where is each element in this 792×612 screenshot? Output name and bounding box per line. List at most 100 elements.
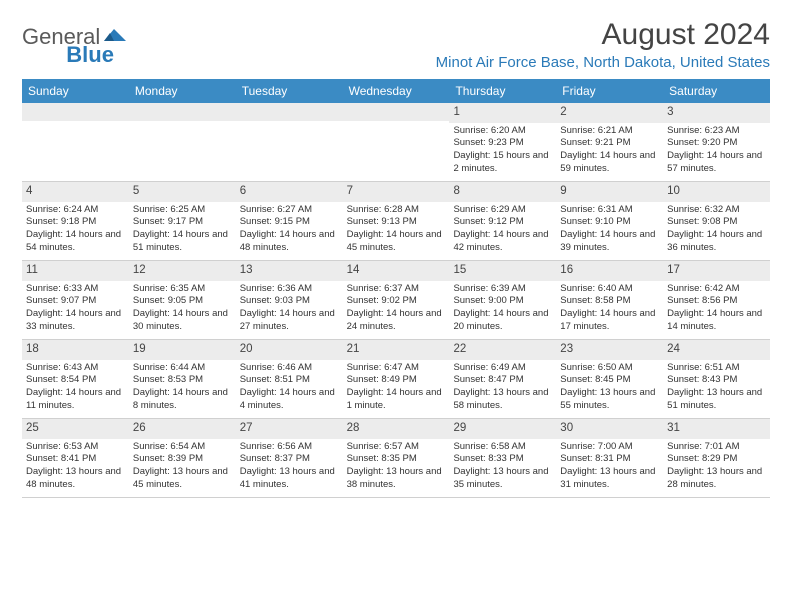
day-cell: 26Sunrise: 6:54 AMSunset: 8:39 PMDayligh… — [129, 419, 236, 497]
week-row: 1Sunrise: 6:20 AMSunset: 9:23 PMDaylight… — [22, 103, 770, 182]
day-number: 15 — [449, 261, 556, 281]
logo: General Blue — [22, 18, 178, 50]
sunset-text: Sunset: 8:43 PM — [667, 374, 766, 387]
day-details: Sunrise: 6:20 AMSunset: 9:23 PMDaylight:… — [449, 123, 556, 180]
day-details — [129, 121, 236, 181]
day-cell: 13Sunrise: 6:36 AMSunset: 9:03 PMDayligh… — [236, 261, 343, 339]
day-cell: 18Sunrise: 6:43 AMSunset: 8:54 PMDayligh… — [22, 340, 129, 418]
week-row: 11Sunrise: 6:33 AMSunset: 9:07 PMDayligh… — [22, 261, 770, 340]
day-number: 23 — [556, 340, 663, 360]
day-number: 4 — [22, 182, 129, 202]
day-details: Sunrise: 6:51 AMSunset: 8:43 PMDaylight:… — [663, 360, 770, 417]
sunset-text: Sunset: 8:31 PM — [560, 453, 659, 466]
sunrise-text: Sunrise: 6:40 AM — [560, 283, 659, 296]
sunset-text: Sunset: 9:07 PM — [26, 295, 125, 308]
sunrise-text: Sunrise: 6:23 AM — [667, 125, 766, 138]
day-details: Sunrise: 6:23 AMSunset: 9:20 PMDaylight:… — [663, 123, 770, 180]
day-cell: 31Sunrise: 7:01 AMSunset: 8:29 PMDayligh… — [663, 419, 770, 497]
day-cell: 28Sunrise: 6:57 AMSunset: 8:35 PMDayligh… — [343, 419, 450, 497]
day-cell: 1Sunrise: 6:20 AMSunset: 9:23 PMDaylight… — [449, 103, 556, 181]
sunset-text: Sunset: 8:33 PM — [453, 453, 552, 466]
day-details: Sunrise: 6:49 AMSunset: 8:47 PMDaylight:… — [449, 360, 556, 417]
sunset-text: Sunset: 8:29 PM — [667, 453, 766, 466]
sunrise-text: Sunrise: 6:20 AM — [453, 125, 552, 138]
sunset-text: Sunset: 9:03 PM — [240, 295, 339, 308]
daylight-text: Daylight: 14 hours and 24 minutes. — [347, 308, 446, 334]
sunrise-text: Sunrise: 6:42 AM — [667, 283, 766, 296]
sunset-text: Sunset: 8:45 PM — [560, 374, 659, 387]
day-cell: 9Sunrise: 6:31 AMSunset: 9:10 PMDaylight… — [556, 182, 663, 260]
sunrise-text: Sunrise: 6:29 AM — [453, 204, 552, 217]
day-details: Sunrise: 6:40 AMSunset: 8:58 PMDaylight:… — [556, 281, 663, 338]
daylight-text: Daylight: 13 hours and 58 minutes. — [453, 387, 552, 413]
sunset-text: Sunset: 8:41 PM — [26, 453, 125, 466]
day-cell: 7Sunrise: 6:28 AMSunset: 9:13 PMDaylight… — [343, 182, 450, 260]
sunrise-text: Sunrise: 6:33 AM — [26, 283, 125, 296]
day-number — [343, 103, 450, 121]
day-details: Sunrise: 7:00 AMSunset: 8:31 PMDaylight:… — [556, 439, 663, 496]
day-details: Sunrise: 6:53 AMSunset: 8:41 PMDaylight:… — [22, 439, 129, 496]
day-cell — [22, 103, 129, 181]
daylight-text: Daylight: 13 hours and 41 minutes. — [240, 466, 339, 492]
daylight-text: Daylight: 14 hours and 59 minutes. — [560, 150, 659, 176]
day-details: Sunrise: 6:35 AMSunset: 9:05 PMDaylight:… — [129, 281, 236, 338]
day-number: 29 — [449, 419, 556, 439]
day-details: Sunrise: 6:54 AMSunset: 8:39 PMDaylight:… — [129, 439, 236, 496]
sunrise-text: Sunrise: 6:50 AM — [560, 362, 659, 375]
sunrise-text: Sunrise: 7:00 AM — [560, 441, 659, 454]
day-cell: 22Sunrise: 6:49 AMSunset: 8:47 PMDayligh… — [449, 340, 556, 418]
day-cell: 2Sunrise: 6:21 AMSunset: 9:21 PMDaylight… — [556, 103, 663, 181]
day-cell: 29Sunrise: 6:58 AMSunset: 8:33 PMDayligh… — [449, 419, 556, 497]
sunrise-text: Sunrise: 6:43 AM — [26, 362, 125, 375]
day-details: Sunrise: 6:29 AMSunset: 9:12 PMDaylight:… — [449, 202, 556, 259]
sunrise-text: Sunrise: 6:24 AM — [26, 204, 125, 217]
day-cell: 25Sunrise: 6:53 AMSunset: 8:41 PMDayligh… — [22, 419, 129, 497]
day-number: 1 — [449, 103, 556, 123]
day-details: Sunrise: 6:33 AMSunset: 9:07 PMDaylight:… — [22, 281, 129, 338]
day-cell: 3Sunrise: 6:23 AMSunset: 9:20 PMDaylight… — [663, 103, 770, 181]
day-details: Sunrise: 7:01 AMSunset: 8:29 PMDaylight:… — [663, 439, 770, 496]
day-details — [22, 121, 129, 181]
sunrise-text: Sunrise: 6:36 AM — [240, 283, 339, 296]
day-cell: 20Sunrise: 6:46 AMSunset: 8:51 PMDayligh… — [236, 340, 343, 418]
sunrise-text: Sunrise: 6:51 AM — [667, 362, 766, 375]
day-number: 16 — [556, 261, 663, 281]
day-header: Wednesday — [343, 79, 450, 103]
daylight-text: Daylight: 13 hours and 28 minutes. — [667, 466, 766, 492]
day-number: 31 — [663, 419, 770, 439]
day-details: Sunrise: 6:32 AMSunset: 9:08 PMDaylight:… — [663, 202, 770, 259]
sunset-text: Sunset: 8:35 PM — [347, 453, 446, 466]
day-number: 27 — [236, 419, 343, 439]
day-header: Monday — [129, 79, 236, 103]
daylight-text: Daylight: 14 hours and 54 minutes. — [26, 229, 125, 255]
day-number: 3 — [663, 103, 770, 123]
sunrise-text: Sunrise: 6:32 AM — [667, 204, 766, 217]
sunset-text: Sunset: 8:58 PM — [560, 295, 659, 308]
day-number: 7 — [343, 182, 450, 202]
sunset-text: Sunset: 9:20 PM — [667, 137, 766, 150]
day-number: 18 — [22, 340, 129, 360]
daylight-text: Daylight: 14 hours and 51 minutes. — [133, 229, 232, 255]
day-number — [236, 103, 343, 121]
day-cell: 5Sunrise: 6:25 AMSunset: 9:17 PMDaylight… — [129, 182, 236, 260]
day-details: Sunrise: 6:50 AMSunset: 8:45 PMDaylight:… — [556, 360, 663, 417]
day-number: 6 — [236, 182, 343, 202]
day-details: Sunrise: 6:21 AMSunset: 9:21 PMDaylight:… — [556, 123, 663, 180]
sunrise-text: Sunrise: 6:46 AM — [240, 362, 339, 375]
day-cell: 6Sunrise: 6:27 AMSunset: 9:15 PMDaylight… — [236, 182, 343, 260]
day-cell — [343, 103, 450, 181]
day-number: 28 — [343, 419, 450, 439]
day-cell: 12Sunrise: 6:35 AMSunset: 9:05 PMDayligh… — [129, 261, 236, 339]
day-details: Sunrise: 6:47 AMSunset: 8:49 PMDaylight:… — [343, 360, 450, 417]
sunrise-text: Sunrise: 6:54 AM — [133, 441, 232, 454]
sunrise-text: Sunrise: 6:58 AM — [453, 441, 552, 454]
day-cell: 14Sunrise: 6:37 AMSunset: 9:02 PMDayligh… — [343, 261, 450, 339]
sunset-text: Sunset: 9:05 PM — [133, 295, 232, 308]
day-header-row: SundayMondayTuesdayWednesdayThursdayFrid… — [22, 79, 770, 103]
day-details: Sunrise: 6:36 AMSunset: 9:03 PMDaylight:… — [236, 281, 343, 338]
sunrise-text: Sunrise: 6:44 AM — [133, 362, 232, 375]
sunset-text: Sunset: 9:02 PM — [347, 295, 446, 308]
calendar: SundayMondayTuesdayWednesdayThursdayFrid… — [22, 79, 770, 498]
day-number: 9 — [556, 182, 663, 202]
day-details: Sunrise: 6:24 AMSunset: 9:18 PMDaylight:… — [22, 202, 129, 259]
